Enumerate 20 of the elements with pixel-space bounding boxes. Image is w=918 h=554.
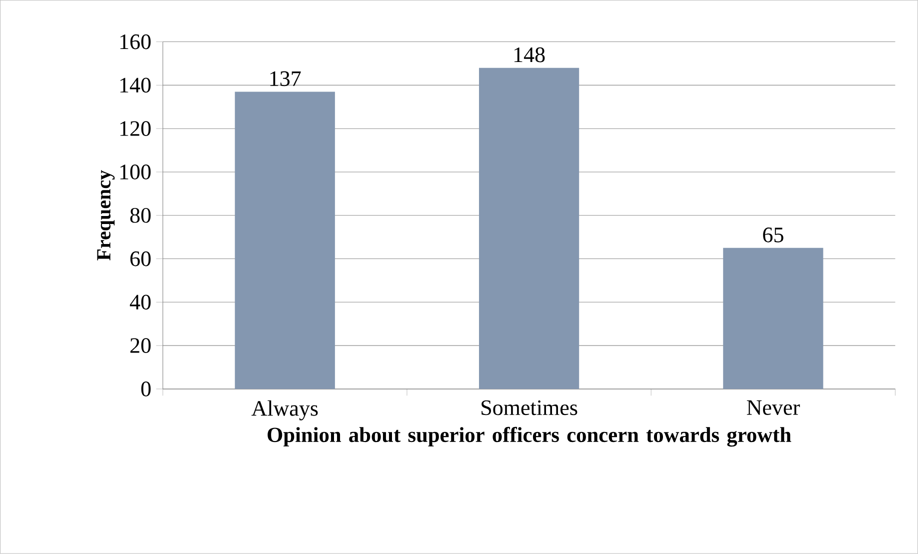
y-tick-label: 20 bbox=[130, 338, 151, 354]
y-tick-label: 160 bbox=[120, 34, 151, 50]
x-tick-label: Never bbox=[746, 400, 800, 416]
y-axis-title: Frequency bbox=[97, 170, 115, 261]
data-label: 137 bbox=[270, 71, 301, 86]
x-tick-label: Sometimes bbox=[482, 400, 578, 416]
bar bbox=[723, 248, 824, 390]
y-tick-label: 0 bbox=[141, 382, 151, 396]
y-tick-label: 120 bbox=[120, 121, 151, 136]
x-tick-label: Always bbox=[252, 400, 318, 420]
y-tick-label: 60 bbox=[130, 251, 151, 266]
y-tick-label: 80 bbox=[130, 208, 151, 223]
y-tick-label: 40 bbox=[130, 294, 151, 310]
bar bbox=[234, 92, 335, 390]
x-axis-title: Opinion about superior officers concern towards growth bbox=[268, 426, 792, 447]
data-label: 65 bbox=[763, 228, 784, 242]
y-tick-label: 140 bbox=[120, 78, 151, 93]
data-label: 148 bbox=[514, 47, 545, 62]
y-tick-label: 100 bbox=[120, 164, 151, 180]
bar bbox=[478, 68, 580, 390]
